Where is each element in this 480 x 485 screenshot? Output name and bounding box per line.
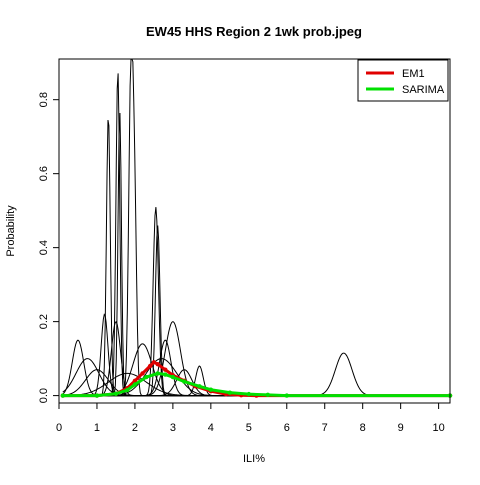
series-point-sarima	[170, 374, 176, 380]
x-tick-label: 6	[284, 422, 290, 434]
series-point-sarima	[182, 379, 187, 384]
series-point-sarima	[155, 371, 160, 376]
series-point-em1	[140, 371, 145, 376]
series-point-sarima	[208, 387, 214, 392]
y-axis: 0.0 0.2 0.4 0.6 0.8	[38, 92, 60, 403]
x-tick-label: 2	[132, 422, 138, 434]
x-tick-label: 7	[322, 422, 328, 434]
series-point-sarima	[132, 382, 138, 387]
series-point-sarima	[265, 392, 270, 398]
legend-label-em1: EM1	[402, 68, 425, 80]
series-point-sarima	[94, 393, 100, 398]
x-axis: 0 1 2 3 4 5 6 7 8 9 10	[56, 402, 445, 434]
chart-title: EW45 HHS Region 2 1wk prob.jpeg	[146, 24, 362, 39]
x-axis-label: ILI%	[243, 453, 265, 465]
x-tick-label: 0	[56, 422, 62, 434]
series-point-em1	[132, 378, 138, 384]
y-tick-label: 0.6	[38, 166, 50, 181]
series-point-em1	[151, 360, 157, 365]
legend-box	[357, 59, 449, 102]
series-point-sarima	[284, 393, 289, 398]
y-tick-label: 0.0	[38, 388, 50, 403]
series-point-sarima	[113, 391, 119, 396]
series-point-em1	[147, 363, 153, 369]
plot-area	[58, 58, 453, 404]
series-point-em1	[155, 361, 160, 367]
series-point-sarima	[163, 372, 168, 377]
x-tick-label: 10	[432, 422, 444, 434]
x-tick-label: 1	[94, 422, 100, 434]
series-point-sarima	[60, 393, 65, 398]
y-tick-label: 0.8	[38, 92, 50, 107]
series-point-sarima	[125, 387, 130, 393]
legend: EM1 SARIMA	[357, 59, 449, 102]
y-tick-label: 0.2	[38, 314, 50, 329]
x-tick-label: 8	[360, 422, 366, 434]
series-point-sarima	[246, 391, 252, 397]
series-point-sarima	[144, 374, 149, 380]
y-axis-label: Probability	[5, 205, 17, 257]
series-point-sarima	[227, 390, 233, 395]
x-tick-label: 3	[170, 422, 176, 434]
main-series-group	[60, 360, 453, 398]
x-tick-label: 9	[398, 422, 404, 434]
x-tick-label: 4	[208, 422, 214, 434]
series-point-em1	[163, 367, 168, 372]
y-tick-label: 0.4	[38, 240, 50, 255]
series-point-sarima	[197, 384, 202, 389]
legend-label-sarima: SARIMA	[402, 84, 445, 96]
x-tick-label: 5	[246, 422, 252, 434]
